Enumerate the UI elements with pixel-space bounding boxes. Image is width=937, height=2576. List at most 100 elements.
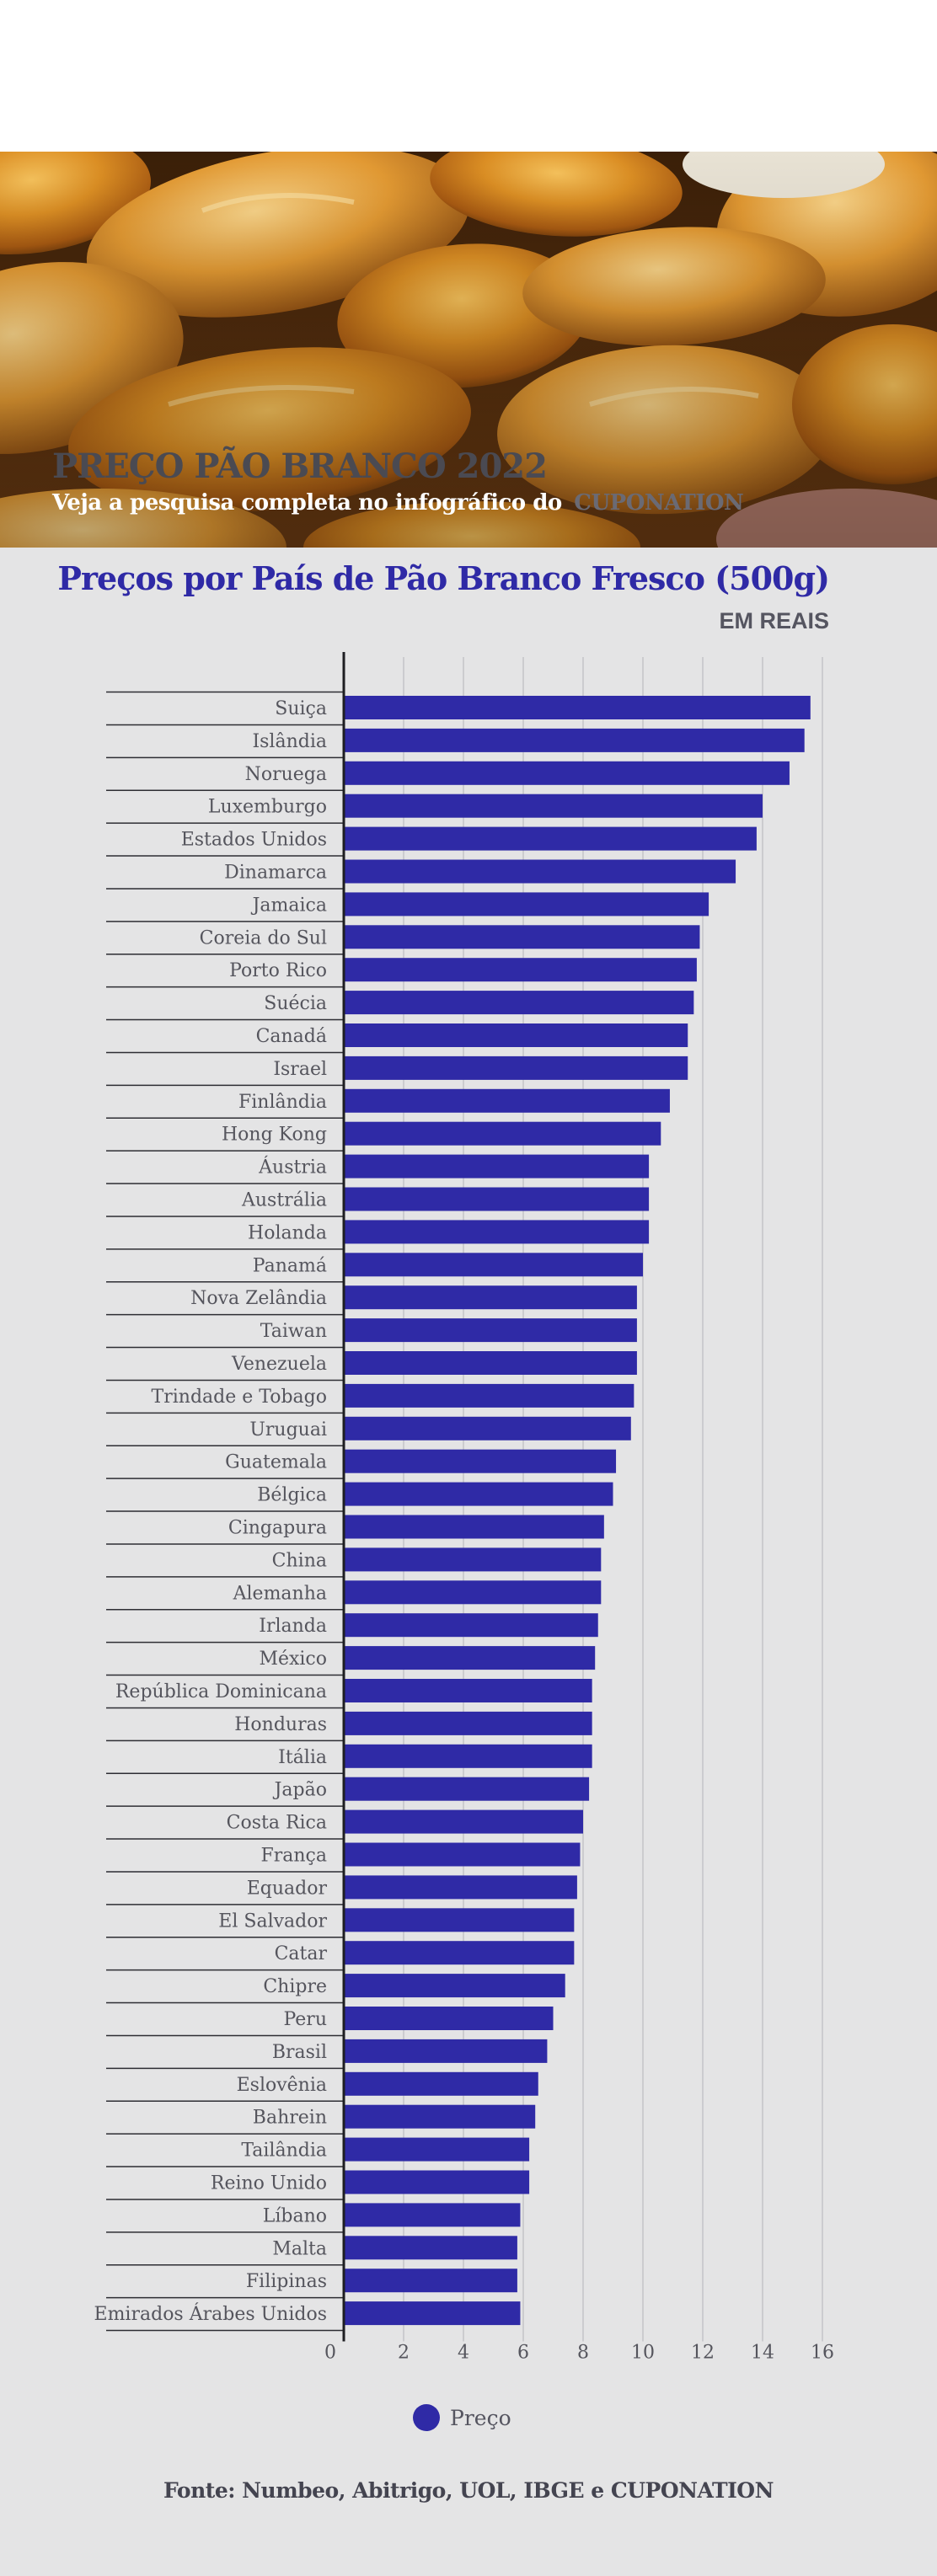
- bar-luxemburgo: [344, 794, 763, 818]
- category-label: México: [259, 1649, 327, 1670]
- bar-uruguai: [344, 1416, 631, 1440]
- bar-equador: [344, 1875, 577, 1900]
- category-label: Finlândia: [238, 1092, 327, 1113]
- category-label: El Salvador: [218, 1911, 327, 1932]
- bar-cingapura: [344, 1515, 604, 1539]
- bar-republica-dominicana: [344, 1679, 592, 1702]
- category-label: Catar: [275, 1943, 328, 1964]
- category-label: República Dominicana: [115, 1681, 327, 1702]
- bar-malta: [344, 2236, 517, 2260]
- bar-suica: [344, 696, 811, 719]
- legend-label: Preço: [450, 2405, 511, 2430]
- bar-alemanha: [344, 1580, 602, 1605]
- bar-austria: [344, 1154, 650, 1178]
- bar-mexico: [344, 1646, 596, 1670]
- bar-peru: [344, 2007, 554, 2030]
- bar-israel: [344, 1056, 688, 1080]
- category-label: Brasil: [272, 2042, 327, 2063]
- hero-bread-banner: PREÇO PÃO BRANCO 2022 Veja a pesquisa co…: [0, 152, 937, 548]
- category-label: Alemanha: [233, 1583, 327, 1604]
- category-label: Equador: [247, 1878, 328, 1899]
- bar-jamaica: [344, 892, 709, 917]
- category-label: Emirados Árabes Unidos: [94, 2302, 327, 2325]
- bar-porto-rico: [344, 958, 697, 982]
- category-label: Malta: [272, 2238, 327, 2259]
- bread-photo-illustration: [0, 152, 937, 548]
- bar-chipre: [344, 1974, 565, 1998]
- bar-islandia: [344, 728, 805, 752]
- category-label: Cingapura: [228, 1518, 327, 1539]
- bar-dinamarca: [344, 859, 736, 884]
- category-label: Luxemburgo: [208, 797, 327, 818]
- category-label: Panamá: [253, 1255, 327, 1276]
- top-blank-area: [0, 0, 937, 152]
- category-label: Estados Unidos: [181, 830, 327, 851]
- bar-japao: [344, 1777, 590, 1801]
- chart-legend: Preço: [413, 2401, 511, 2434]
- bar-costa-rica: [344, 1809, 583, 1834]
- category-label: Honduras: [234, 1714, 327, 1735]
- subtitle-text: Veja a pesquisa completa no infográfico …: [52, 490, 562, 516]
- x-tick-label: 6: [517, 2343, 529, 2364]
- bar-honduras: [344, 1711, 592, 1735]
- x-tick-label: 4: [458, 2343, 469, 2364]
- category-label: Filipinas: [246, 2271, 327, 2292]
- bar-nova-zelandia: [344, 1285, 637, 1310]
- x-tick-label: 16: [811, 2343, 834, 2364]
- bar-catar: [344, 1941, 575, 1965]
- bar-chart: Suiça Islândia Noruega Luxemburgo Estados Un…: [94, 652, 834, 2364]
- x-tick-label: 14: [751, 2343, 774, 2364]
- bar-finlandia: [344, 1088, 670, 1113]
- category-label: Itália: [278, 1747, 327, 1768]
- brand-name: CUPONATION: [574, 490, 744, 516]
- category-label: Porto Rico: [229, 960, 327, 981]
- bar-italia: [344, 1744, 592, 1768]
- category-label: Guatemala: [225, 1452, 327, 1473]
- bar-el-salvador: [344, 1908, 575, 1932]
- bar-bahrein: [344, 2104, 536, 2129]
- category-label: Japão: [273, 1780, 327, 1801]
- category-label: Islândia: [252, 731, 327, 752]
- category-label: Nova Zelândia: [190, 1288, 327, 1309]
- bar-holanda: [344, 1220, 650, 1244]
- category-label: Suécia: [264, 993, 327, 1014]
- bar-brasil: [344, 2039, 548, 2063]
- category-label: Coreia do Sul: [200, 927, 327, 949]
- bar-guatemala: [344, 1449, 617, 1473]
- category-label: Peru: [283, 2009, 327, 2030]
- category-label: Chipre: [263, 1976, 327, 1997]
- x-tick-label: 0: [324, 2343, 336, 2364]
- bar-libano: [344, 2203, 521, 2227]
- category-label: Áustria: [258, 1156, 327, 1178]
- category-label: Taiwan: [260, 1321, 327, 1342]
- bar-hong-kong: [344, 1121, 661, 1146]
- category-label: Canadá: [256, 1026, 327, 1047]
- category-label: Costa Rica: [227, 1813, 327, 1834]
- category-label: Suiça: [275, 698, 327, 719]
- category-label: Israel: [273, 1059, 327, 1080]
- chart-title: Preços por País de Pão Branco Fresco (50…: [57, 559, 830, 597]
- bar-coreia-do-sul: [344, 925, 700, 949]
- category-label: Noruega: [245, 764, 327, 785]
- category-label: China: [272, 1550, 327, 1571]
- bar-emirados-arabes-unidos: [344, 2301, 521, 2326]
- bar-reino-unido: [344, 2170, 530, 2194]
- bar-estados-unidos: [344, 826, 757, 851]
- bar-suecia: [344, 991, 694, 1015]
- category-label: Bahrein: [253, 2108, 327, 2129]
- category-label: Jamaica: [251, 895, 327, 916]
- category-label: Trindade e Tobago: [152, 1387, 327, 1408]
- category-label: França: [260, 1846, 327, 1867]
- category-label: Venezuela: [231, 1354, 327, 1375]
- category-label: Reino Unido: [211, 2173, 327, 2194]
- category-label: Holanda: [248, 1222, 327, 1243]
- bar-belgica: [344, 1482, 613, 1506]
- bar-tailandia: [344, 2137, 530, 2162]
- bar-franca: [344, 1842, 581, 1867]
- x-tick-label: 10: [631, 2343, 655, 2364]
- bar-trindade-e-tobago: [344, 1383, 634, 1408]
- bar-canada: [344, 1023, 688, 1047]
- bar-eslovenia: [344, 2071, 538, 2096]
- category-label: Bélgica: [257, 1485, 327, 1506]
- bar-australia: [344, 1187, 650, 1211]
